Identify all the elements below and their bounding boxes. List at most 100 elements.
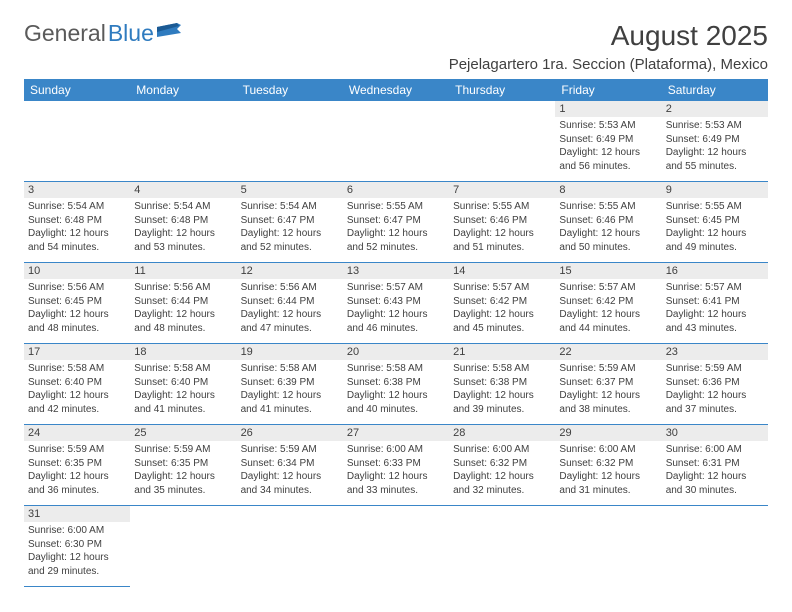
calendar-cell: 17Sunrise: 5:58 AMSunset: 6:40 PMDayligh… <box>24 344 130 425</box>
logo: GeneralBlue <box>24 20 185 47</box>
day-number: 21 <box>449 344 555 360</box>
day-detail: Sunrise: 5:57 AMSunset: 6:43 PMDaylight:… <box>343 279 449 339</box>
calendar-cell: 15Sunrise: 5:57 AMSunset: 6:42 PMDayligh… <box>555 263 661 344</box>
day-number: 12 <box>237 263 343 279</box>
day-detail: Sunrise: 5:59 AMSunset: 6:37 PMDaylight:… <box>555 360 661 420</box>
calendar-table: SundayMondayTuesdayWednesdayThursdayFrid… <box>24 79 768 587</box>
day-detail: Sunrise: 5:53 AMSunset: 6:49 PMDaylight:… <box>662 117 768 177</box>
day-number: 28 <box>449 425 555 441</box>
calendar-cell <box>662 506 768 587</box>
day-detail: Sunrise: 5:58 AMSunset: 6:40 PMDaylight:… <box>24 360 130 420</box>
calendar-cell: 27Sunrise: 6:00 AMSunset: 6:33 PMDayligh… <box>343 425 449 506</box>
calendar-cell: 13Sunrise: 5:57 AMSunset: 6:43 PMDayligh… <box>343 263 449 344</box>
calendar-cell: 18Sunrise: 5:58 AMSunset: 6:40 PMDayligh… <box>130 344 236 425</box>
day-number: 4 <box>130 182 236 198</box>
day-detail: Sunrise: 5:59 AMSunset: 6:35 PMDaylight:… <box>24 441 130 501</box>
day-number: 24 <box>24 425 130 441</box>
day-detail: Sunrise: 5:59 AMSunset: 6:35 PMDaylight:… <box>130 441 236 501</box>
calendar-cell: 26Sunrise: 5:59 AMSunset: 6:34 PMDayligh… <box>237 425 343 506</box>
day-number: 1 <box>555 101 661 117</box>
calendar-cell: 29Sunrise: 6:00 AMSunset: 6:32 PMDayligh… <box>555 425 661 506</box>
calendar-cell: 2Sunrise: 5:53 AMSunset: 6:49 PMDaylight… <box>662 101 768 181</box>
day-number: 8 <box>555 182 661 198</box>
day-detail: Sunrise: 5:56 AMSunset: 6:44 PMDaylight:… <box>237 279 343 339</box>
calendar-cell: 5Sunrise: 5:54 AMSunset: 6:47 PMDaylight… <box>237 182 343 263</box>
day-number: 6 <box>343 182 449 198</box>
day-header: Friday <box>555 79 661 101</box>
day-detail: Sunrise: 5:59 AMSunset: 6:36 PMDaylight:… <box>662 360 768 420</box>
day-detail: Sunrise: 6:00 AMSunset: 6:30 PMDaylight:… <box>24 522 130 582</box>
calendar-cell: 3Sunrise: 5:54 AMSunset: 6:48 PMDaylight… <box>24 182 130 263</box>
day-detail: Sunrise: 5:55 AMSunset: 6:47 PMDaylight:… <box>343 198 449 258</box>
day-number: 25 <box>130 425 236 441</box>
header: GeneralBlue August 2025 Pejelagartero 1r… <box>24 20 768 79</box>
day-number: 29 <box>555 425 661 441</box>
calendar-cell: 7Sunrise: 5:55 AMSunset: 6:46 PMDaylight… <box>449 182 555 263</box>
calendar-cell: 8Sunrise: 5:55 AMSunset: 6:46 PMDaylight… <box>555 182 661 263</box>
calendar-cell <box>555 506 661 587</box>
day-number: 5 <box>237 182 343 198</box>
calendar-cell <box>343 506 449 587</box>
calendar-cell: 19Sunrise: 5:58 AMSunset: 6:39 PMDayligh… <box>237 344 343 425</box>
day-number: 19 <box>237 344 343 360</box>
day-detail: Sunrise: 5:53 AMSunset: 6:49 PMDaylight:… <box>555 117 661 177</box>
calendar-cell <box>237 101 343 181</box>
day-detail: Sunrise: 6:00 AMSunset: 6:32 PMDaylight:… <box>555 441 661 501</box>
calendar-cell: 23Sunrise: 5:59 AMSunset: 6:36 PMDayligh… <box>662 344 768 425</box>
day-header: Tuesday <box>237 79 343 101</box>
day-number: 14 <box>449 263 555 279</box>
day-detail: Sunrise: 5:56 AMSunset: 6:45 PMDaylight:… <box>24 279 130 339</box>
day-detail: Sunrise: 5:54 AMSunset: 6:48 PMDaylight:… <box>130 198 236 258</box>
calendar-cell: 21Sunrise: 5:58 AMSunset: 6:38 PMDayligh… <box>449 344 555 425</box>
day-detail: Sunrise: 5:58 AMSunset: 6:40 PMDaylight:… <box>130 360 236 420</box>
calendar-cell: 22Sunrise: 5:59 AMSunset: 6:37 PMDayligh… <box>555 344 661 425</box>
day-number: 13 <box>343 263 449 279</box>
day-number: 26 <box>237 425 343 441</box>
day-header: Saturday <box>662 79 768 101</box>
day-number: 9 <box>662 182 768 198</box>
day-detail: Sunrise: 6:00 AMSunset: 6:31 PMDaylight:… <box>662 441 768 501</box>
day-number: 16 <box>662 263 768 279</box>
calendar-cell: 9Sunrise: 5:55 AMSunset: 6:45 PMDaylight… <box>662 182 768 263</box>
calendar-cell: 28Sunrise: 6:00 AMSunset: 6:32 PMDayligh… <box>449 425 555 506</box>
day-detail: Sunrise: 5:54 AMSunset: 6:48 PMDaylight:… <box>24 198 130 258</box>
calendar-cell <box>237 506 343 587</box>
calendar-cell: 31Sunrise: 6:00 AMSunset: 6:30 PMDayligh… <box>24 506 130 587</box>
day-detail: Sunrise: 5:55 AMSunset: 6:45 PMDaylight:… <box>662 198 768 258</box>
day-header: Thursday <box>449 79 555 101</box>
calendar-cell <box>449 506 555 587</box>
calendar-cell: 14Sunrise: 5:57 AMSunset: 6:42 PMDayligh… <box>449 263 555 344</box>
day-number: 30 <box>662 425 768 441</box>
calendar-cell <box>130 506 236 587</box>
calendar-cell: 16Sunrise: 5:57 AMSunset: 6:41 PMDayligh… <box>662 263 768 344</box>
day-detail: Sunrise: 5:57 AMSunset: 6:42 PMDaylight:… <box>449 279 555 339</box>
day-header: Sunday <box>24 79 130 101</box>
day-detail: Sunrise: 5:58 AMSunset: 6:38 PMDaylight:… <box>449 360 555 420</box>
day-header: Monday <box>130 79 236 101</box>
calendar-cell: 30Sunrise: 6:00 AMSunset: 6:31 PMDayligh… <box>662 425 768 506</box>
day-number: 3 <box>24 182 130 198</box>
logo-flag-icon <box>157 20 185 47</box>
day-number: 15 <box>555 263 661 279</box>
calendar-cell: 10Sunrise: 5:56 AMSunset: 6:45 PMDayligh… <box>24 263 130 344</box>
page-title: August 2025 <box>449 20 768 52</box>
day-number: 27 <box>343 425 449 441</box>
day-detail: Sunrise: 5:54 AMSunset: 6:47 PMDaylight:… <box>237 198 343 258</box>
logo-word2: Blue <box>108 20 154 47</box>
day-detail: Sunrise: 5:59 AMSunset: 6:34 PMDaylight:… <box>237 441 343 501</box>
day-detail: Sunrise: 5:55 AMSunset: 6:46 PMDaylight:… <box>449 198 555 258</box>
calendar-cell: 1Sunrise: 5:53 AMSunset: 6:49 PMDaylight… <box>555 101 661 181</box>
logo-word1: General <box>24 20 106 47</box>
day-number: 17 <box>24 344 130 360</box>
day-detail: Sunrise: 6:00 AMSunset: 6:32 PMDaylight:… <box>449 441 555 501</box>
calendar-cell <box>449 101 555 181</box>
day-number: 20 <box>343 344 449 360</box>
day-header: Wednesday <box>343 79 449 101</box>
day-detail: Sunrise: 5:56 AMSunset: 6:44 PMDaylight:… <box>130 279 236 339</box>
calendar-cell: 4Sunrise: 5:54 AMSunset: 6:48 PMDaylight… <box>130 182 236 263</box>
day-detail: Sunrise: 6:00 AMSunset: 6:33 PMDaylight:… <box>343 441 449 501</box>
day-number: 2 <box>662 101 768 117</box>
day-number: 11 <box>130 263 236 279</box>
day-number: 18 <box>130 344 236 360</box>
calendar-cell <box>343 101 449 181</box>
